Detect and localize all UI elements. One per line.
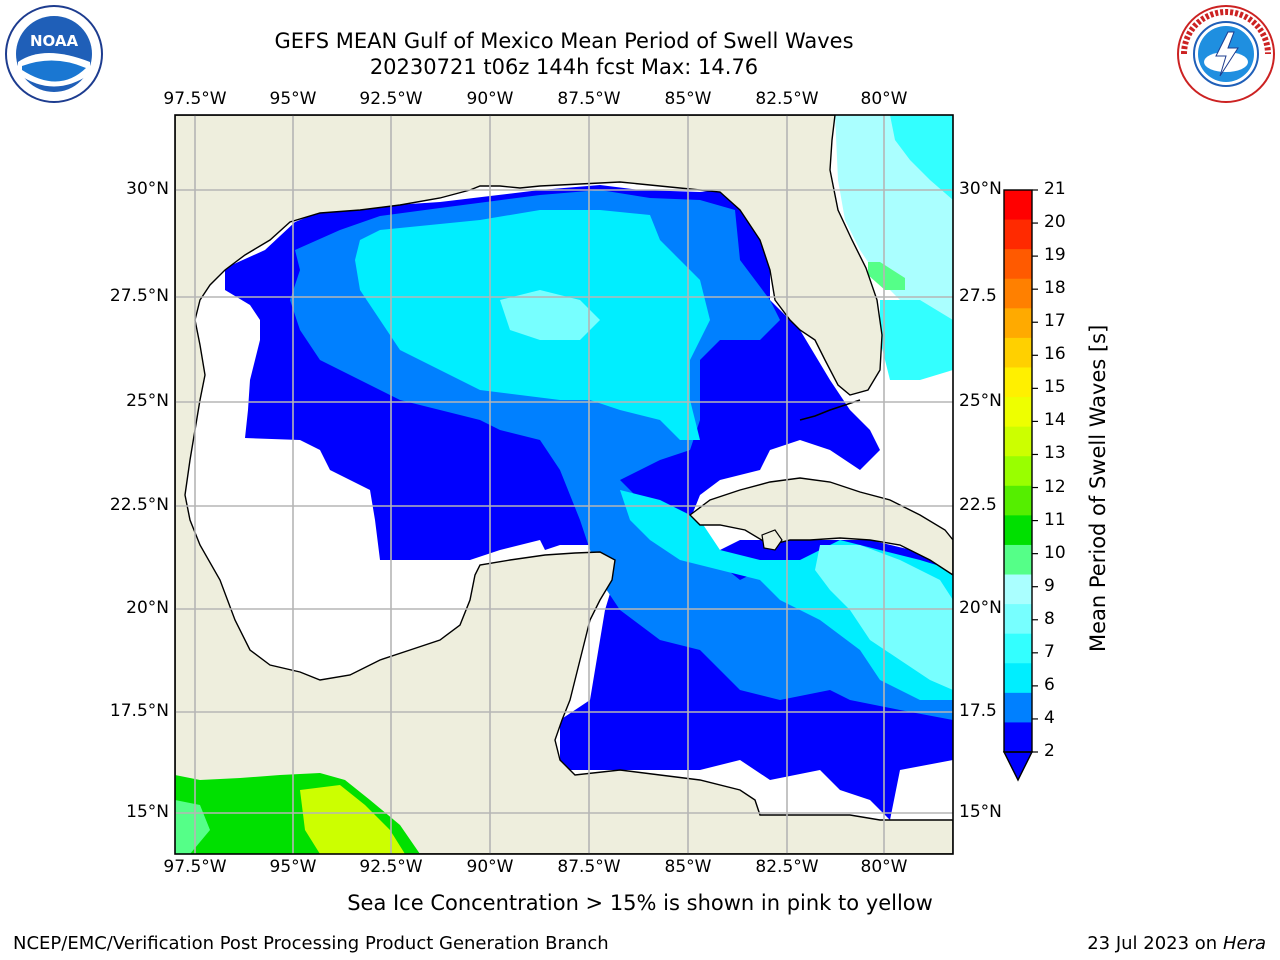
- lon-tick-label: 90°W: [466, 857, 514, 877]
- colorbar-tick-label: 7: [1044, 641, 1055, 662]
- field-7-8s-atlantic: [890, 115, 953, 200]
- footer-date: 23 Jul 2023 on Hera: [1087, 933, 1266, 954]
- lon-tick-label: 82.5°W: [755, 89, 819, 109]
- colorbar-tick-label: 9: [1044, 575, 1055, 596]
- lat-tick-label: 30°N: [959, 179, 1002, 199]
- colorbar-tick-label: 17: [1044, 311, 1066, 332]
- lat-tick-label: 25°N: [126, 391, 169, 411]
- map-title: GEFS MEAN Gulf of Mexico Mean Period of …: [274, 29, 854, 53]
- colorbar-tick-label: 21: [1044, 179, 1066, 199]
- lon-tick-label: 95°W: [269, 857, 317, 877]
- lon-tick-label: 80°W: [860, 89, 908, 109]
- colorbar-tick-label: 16: [1044, 344, 1066, 365]
- lon-tick-label: 97.5°W: [163, 857, 227, 877]
- footer-machine: Hera: [1222, 933, 1266, 954]
- colorbar-tick-label: 11: [1044, 509, 1066, 530]
- lon-tick-label: 85°W: [664, 89, 712, 109]
- colorbar-tick-label: 8: [1044, 608, 1055, 629]
- field-7-8s-north: [500, 290, 600, 340]
- sea-ice-note: Sea Ice Concentration > 15% is shown in …: [347, 891, 933, 915]
- lat-tick-label: 20°N: [959, 598, 1002, 618]
- noaa-logo: NOAA: [4, 4, 104, 108]
- colorbar-label: Mean Period of Swell Waves [s]: [1086, 324, 1110, 652]
- lon-tick-label: 92.5°W: [359, 89, 423, 109]
- colorbar-tick-label: 6: [1044, 674, 1055, 695]
- field-pacific-yellowgreen: [300, 785, 405, 854]
- colorbar-tick-label: 20: [1044, 212, 1066, 233]
- lon-tick-label: 92.5°W: [359, 857, 423, 877]
- colorbar-tick-label: 12: [1044, 476, 1066, 497]
- lon-tick-label: 85°W: [664, 857, 712, 877]
- lat-tick-label: 15°N: [959, 802, 1002, 822]
- colorbar-tick-label: 14: [1044, 410, 1066, 431]
- noaa-logo-text: NOAA: [30, 32, 79, 50]
- colorbar-tick-label: 18: [1044, 278, 1066, 299]
- lat-tick-label: 30°N: [126, 179, 169, 199]
- land-north-america: [175, 115, 953, 854]
- lon-tick-label: 97.5°W: [163, 89, 227, 109]
- colorbar-tick-label: 19: [1044, 245, 1066, 266]
- footer-date-text: 23 Jul 2023 on: [1087, 933, 1223, 954]
- footer-credit: NCEP/EMC/Verification Post Processing Pr…: [13, 933, 609, 954]
- lat-tick-label: 27.5: [959, 286, 997, 306]
- lon-tick-label: 87.5°W: [557, 857, 621, 877]
- lat-tick-label: 17.5°N: [109, 701, 169, 721]
- lon-tick-label: 82.5°W: [755, 857, 819, 877]
- lat-tick-label: 25°N: [959, 391, 1002, 411]
- lat-tick-label: 15°N: [126, 802, 169, 822]
- colorbar-tick-label: 15: [1044, 377, 1066, 398]
- field-9-10s-patch: [868, 262, 905, 290]
- lon-tick-label: 95°W: [269, 89, 317, 109]
- map-subtitle: 20230721 t06z 144h fcst Max: 14.76: [369, 55, 759, 79]
- field-6-7s-bahamas: [880, 300, 953, 380]
- colorbar-tick-label: 10: [1044, 542, 1066, 563]
- map-frame: [174, 114, 954, 855]
- colorbar-tick-label: 13: [1044, 443, 1066, 464]
- lat-tick-label: 20°N: [126, 598, 169, 618]
- map-gridlines: [175, 115, 953, 854]
- colorbar-tick-label: 2: [1044, 741, 1055, 761]
- lat-tick-label: 22.5: [959, 495, 997, 515]
- lat-tick-label: 17.5: [959, 701, 997, 721]
- land-isle-of-youth: [761, 529, 783, 551]
- land-cuba: [688, 477, 953, 576]
- lat-tick-label: 27.5°N: [109, 286, 169, 306]
- lon-tick-label: 80°W: [860, 857, 908, 877]
- colorbar-tick-label: 4: [1044, 707, 1055, 728]
- lon-tick-label: 87.5°W: [557, 89, 621, 109]
- lat-tick-label: 22.5°N: [109, 495, 169, 515]
- lon-tick-label: 90°W: [466, 89, 514, 109]
- nws-logo: [1176, 4, 1276, 108]
- florida-keys: [799, 399, 861, 421]
